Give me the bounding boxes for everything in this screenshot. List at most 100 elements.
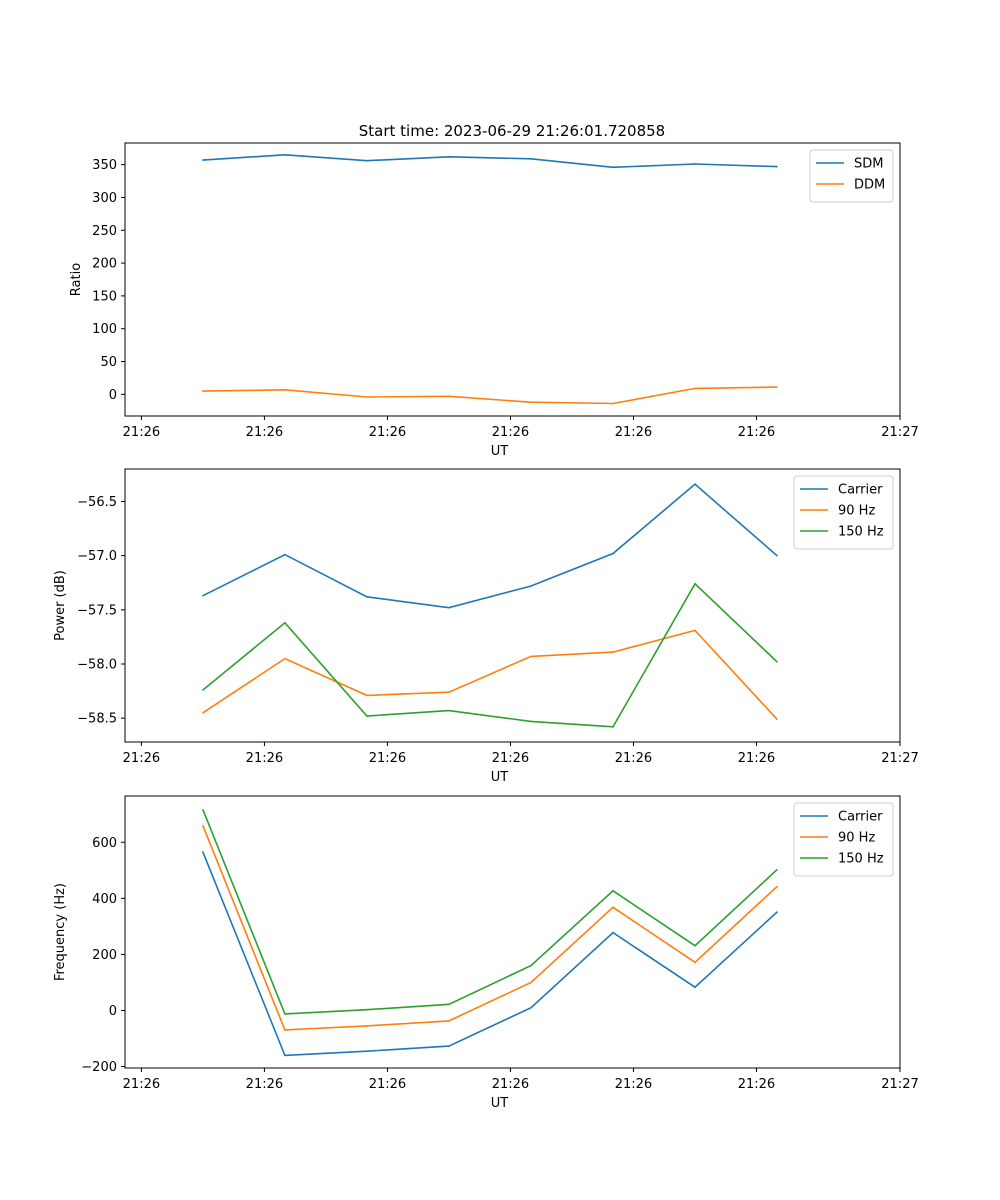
x-tick-label: 21:26 — [492, 425, 529, 440]
y-tick-label: 100 — [92, 322, 117, 337]
panels: 21:26 21:26 21:26 21:26 21:26 21:26 21:27 0 50 10… — [53, 142, 919, 1111]
data-point-carrier — [612, 931, 614, 934]
data-point-150-hz — [612, 889, 614, 892]
y-tick-label: −58.5 — [77, 712, 117, 727]
legend-label: DDM — [854, 178, 885, 193]
y-tick-label: 200 — [92, 948, 117, 963]
series-line-90-hz — [202, 629, 778, 720]
data-point-150-hz — [776, 868, 778, 871]
data-point-90-hz — [612, 906, 614, 909]
x-tick-label: 21:26 — [123, 1077, 160, 1092]
chart-panel-1: 21:26 21:26 21:26 21:26 21:26 21:26 21:27 0 50 10… — [69, 142, 919, 459]
legend-label: 90 Hz — [838, 504, 875, 519]
y-tick-label: 150 — [92, 289, 117, 304]
x-tick-label: 21:26 — [738, 1077, 775, 1092]
data-point-90-hz — [448, 1020, 450, 1022]
data-point-sdm — [530, 157, 532, 160]
y-tick-label: −200 — [81, 1060, 117, 1075]
x-tick-label: 21:26 — [246, 751, 283, 766]
data-point-150-hz — [202, 689, 204, 691]
data-point-carrier — [694, 483, 696, 485]
figure-title: Start time: 2023-06-29 21:26:01.720858 — [359, 122, 665, 140]
y-tick-label: 0 — [109, 388, 117, 403]
data-point-ddm — [612, 402, 614, 405]
y-tick-label: 350 — [92, 158, 117, 173]
data-point-sdm — [448, 155, 450, 158]
data-point-carrier — [448, 606, 450, 609]
y-tick-label: −56.5 — [77, 495, 117, 510]
y-tick-label: 200 — [92, 257, 117, 272]
data-point-ddm — [202, 390, 204, 392]
x-tick-label: 21:27 — [881, 1077, 918, 1092]
data-point-90-hz — [202, 824, 204, 827]
x-tick-label: 21:26 — [615, 425, 652, 440]
data-point-150-hz — [776, 661, 778, 663]
data-point-carrier — [284, 1054, 286, 1057]
data-point-carrier — [284, 553, 286, 556]
x-tick-label: 21:26 — [492, 751, 529, 766]
chart-panel-2: 21:26 21:26 21:26 21:26 21:26 21:26 21:27 −58.5… — [53, 468, 919, 785]
data-point-carrier — [202, 594, 204, 597]
series-line-150-hz — [202, 809, 778, 1015]
x-tick-label: 21:26 — [738, 751, 775, 766]
x-tick-label: 21:26 — [123, 425, 160, 440]
y-tick-label: 400 — [92, 892, 117, 907]
data-point-150-hz — [694, 944, 696, 947]
data-point-150-hz — [448, 1003, 450, 1006]
data-point-ddm — [284, 388, 286, 391]
data-point-ddm — [448, 395, 450, 398]
x-axis-label: UT — [491, 770, 509, 785]
legend-label: SDM — [854, 157, 883, 172]
data-point-90-hz — [284, 1029, 286, 1031]
x-tick-label: 21:26 — [492, 1077, 529, 1092]
x-axis-label: UT — [491, 1096, 509, 1111]
x-tick-label: 21:26 — [615, 1077, 652, 1092]
data-point-90-hz — [694, 961, 696, 964]
legend: Carrier 90 Hz 150 Hz — [793, 475, 894, 550]
series-line-sdm — [202, 153, 778, 169]
data-point-150-hz — [448, 709, 450, 712]
data-point-carrier — [776, 911, 778, 913]
x-tick-label: 21:27 — [881, 751, 918, 766]
x-tick-label: 21:26 — [369, 1077, 406, 1092]
data-point-90-hz — [284, 657, 286, 660]
data-point-90-hz — [366, 694, 368, 697]
y-tick-label: 0 — [109, 1004, 117, 1019]
x-tick-label: 21:26 — [246, 1077, 283, 1092]
series-line-150-hz — [202, 582, 778, 728]
data-point-90-hz — [612, 651, 614, 653]
legend: SDM DDM — [809, 149, 894, 203]
data-point-150-hz — [366, 715, 368, 717]
axes-frame — [124, 468, 901, 743]
data-point-150-hz — [366, 1008, 368, 1011]
data-point-sdm — [776, 165, 778, 168]
x-tick-label: 21:26 — [369, 751, 406, 766]
data-point-carrier — [202, 851, 204, 853]
legend: Carrier 90 Hz 150 Hz — [793, 802, 894, 877]
y-tick-label: 600 — [92, 836, 117, 851]
y-tick-label: −57.0 — [77, 549, 117, 564]
y-axis-label: Ratio — [69, 263, 84, 296]
data-point-sdm — [202, 159, 204, 161]
chart-panel-3: 21:26 21:26 21:26 21:26 21:26 21:26 21:27 −200 0… — [53, 795, 919, 1111]
data-point-ddm — [776, 386, 778, 388]
data-point-carrier — [530, 585, 532, 587]
data-point-ddm — [366, 396, 368, 398]
data-point-90-hz — [366, 1025, 368, 1027]
series-line-90-hz — [202, 825, 778, 1031]
x-tick-label: 21:26 — [246, 425, 283, 440]
x-tick-label: 21:26 — [123, 751, 160, 766]
legend-label: 150 Hz — [838, 852, 884, 867]
data-point-carrier — [776, 554, 778, 557]
y-tick-label: −58.0 — [77, 658, 117, 673]
data-point-ddm — [530, 401, 532, 404]
y-axis-label: Power (dB) — [53, 570, 68, 641]
data-point-carrier — [366, 596, 368, 598]
series-line-ddm — [202, 386, 778, 405]
series-line-carrier — [202, 851, 778, 1057]
axes-frame — [124, 795, 901, 1069]
data-point-sdm — [284, 154, 286, 156]
data-point-150-hz — [284, 622, 286, 624]
data-point-sdm — [366, 159, 368, 162]
